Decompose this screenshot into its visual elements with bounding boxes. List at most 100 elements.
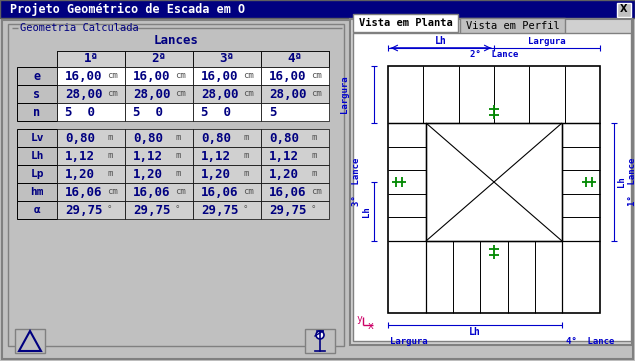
Bar bbox=[17, 67, 57, 85]
Bar bbox=[125, 129, 193, 147]
Bar bbox=[0, 0, 635, 18]
Text: m: m bbox=[175, 134, 180, 143]
Bar bbox=[57, 183, 125, 201]
Text: 1ª: 1ª bbox=[83, 52, 98, 65]
Text: 16,00: 16,00 bbox=[201, 70, 239, 83]
Text: m: m bbox=[175, 152, 180, 161]
Text: 1,12: 1,12 bbox=[65, 149, 95, 162]
Text: 0,80: 0,80 bbox=[65, 131, 95, 144]
Bar bbox=[193, 165, 261, 183]
Text: 2ª: 2ª bbox=[152, 52, 166, 65]
Bar bbox=[261, 129, 329, 147]
Bar bbox=[15, 329, 45, 353]
Text: e: e bbox=[34, 70, 41, 83]
Bar bbox=[57, 85, 125, 103]
Bar bbox=[17, 183, 57, 201]
Bar bbox=[125, 201, 193, 219]
Text: m: m bbox=[243, 170, 248, 178]
Text: °: ° bbox=[175, 205, 180, 214]
Text: m: m bbox=[311, 152, 316, 161]
Text: 16,06: 16,06 bbox=[133, 186, 171, 199]
Bar bbox=[57, 129, 125, 147]
Bar bbox=[305, 329, 335, 353]
Bar bbox=[125, 67, 193, 85]
Text: cm: cm bbox=[107, 187, 117, 196]
Text: 2°  Lance: 2° Lance bbox=[470, 50, 518, 59]
Text: 1°  Lance: 1° Lance bbox=[628, 158, 635, 206]
Bar bbox=[261, 147, 329, 165]
Bar bbox=[193, 51, 261, 67]
Text: 1,20: 1,20 bbox=[65, 168, 95, 180]
Text: 4ª: 4ª bbox=[288, 52, 302, 65]
Text: 3ª: 3ª bbox=[220, 52, 234, 65]
Text: Lh: Lh bbox=[362, 206, 371, 217]
Bar bbox=[261, 67, 329, 85]
Text: cm: cm bbox=[243, 90, 254, 99]
Text: 5: 5 bbox=[269, 105, 276, 118]
Text: cm: cm bbox=[107, 90, 117, 99]
Bar bbox=[193, 67, 261, 85]
Text: 16,00: 16,00 bbox=[133, 70, 171, 83]
Text: 1,12: 1,12 bbox=[269, 149, 299, 162]
Text: 16,06: 16,06 bbox=[65, 186, 102, 199]
Text: °: ° bbox=[311, 205, 316, 214]
Text: hm: hm bbox=[30, 187, 44, 197]
Text: 29,75: 29,75 bbox=[269, 204, 307, 217]
Text: 28,00: 28,00 bbox=[133, 87, 171, 100]
Text: cm: cm bbox=[311, 187, 322, 196]
Text: 1,20: 1,20 bbox=[133, 168, 163, 180]
Bar bbox=[17, 147, 57, 165]
Bar bbox=[57, 103, 125, 121]
Bar bbox=[17, 129, 57, 147]
Bar bbox=[193, 201, 261, 219]
Text: 16,06: 16,06 bbox=[269, 186, 307, 199]
Text: 0,80: 0,80 bbox=[133, 131, 163, 144]
Text: y: y bbox=[356, 314, 362, 324]
Text: Largura: Largura bbox=[528, 37, 566, 46]
Text: 1,12: 1,12 bbox=[201, 149, 231, 162]
Text: cm: cm bbox=[175, 71, 186, 81]
Text: 16,00: 16,00 bbox=[65, 70, 102, 83]
Bar bbox=[261, 183, 329, 201]
Bar bbox=[125, 103, 193, 121]
Text: 16,00: 16,00 bbox=[269, 70, 307, 83]
Text: °: ° bbox=[107, 205, 112, 214]
Text: m: m bbox=[243, 134, 248, 143]
Text: X: X bbox=[620, 4, 628, 14]
Text: Largura: Largura bbox=[340, 76, 349, 113]
Bar bbox=[426, 123, 562, 241]
Text: Lances: Lances bbox=[154, 35, 199, 48]
Bar bbox=[125, 85, 193, 103]
Text: 29,75: 29,75 bbox=[133, 204, 171, 217]
Bar bbox=[460, 18, 565, 34]
Text: 5  0: 5 0 bbox=[65, 105, 95, 118]
Bar bbox=[261, 85, 329, 103]
Bar bbox=[125, 183, 193, 201]
Bar bbox=[261, 103, 329, 121]
Bar bbox=[193, 183, 261, 201]
Text: cm: cm bbox=[243, 187, 254, 196]
Bar bbox=[350, 19, 632, 345]
Text: Lh: Lh bbox=[617, 177, 626, 187]
Text: m: m bbox=[243, 152, 248, 161]
Text: s: s bbox=[34, 87, 41, 100]
Bar bbox=[617, 3, 631, 17]
Bar bbox=[193, 85, 261, 103]
Circle shape bbox=[316, 331, 324, 339]
Text: 28,00: 28,00 bbox=[201, 87, 239, 100]
Bar bbox=[193, 129, 261, 147]
Text: Lv: Lv bbox=[30, 133, 44, 143]
Text: 4°  Lance: 4° Lance bbox=[566, 337, 615, 346]
Text: 1,20: 1,20 bbox=[201, 168, 231, 180]
Text: m: m bbox=[107, 170, 112, 178]
Text: 5  0: 5 0 bbox=[133, 105, 163, 118]
Bar bbox=[193, 103, 261, 121]
Bar bbox=[57, 51, 329, 67]
Text: 1,12: 1,12 bbox=[133, 149, 163, 162]
Text: Geometria Calculada: Geometria Calculada bbox=[20, 23, 139, 33]
Bar bbox=[353, 33, 631, 341]
Text: α: α bbox=[34, 205, 41, 215]
Text: 28,00: 28,00 bbox=[65, 87, 102, 100]
Bar bbox=[8, 24, 344, 346]
Text: 1,20: 1,20 bbox=[269, 168, 299, 180]
